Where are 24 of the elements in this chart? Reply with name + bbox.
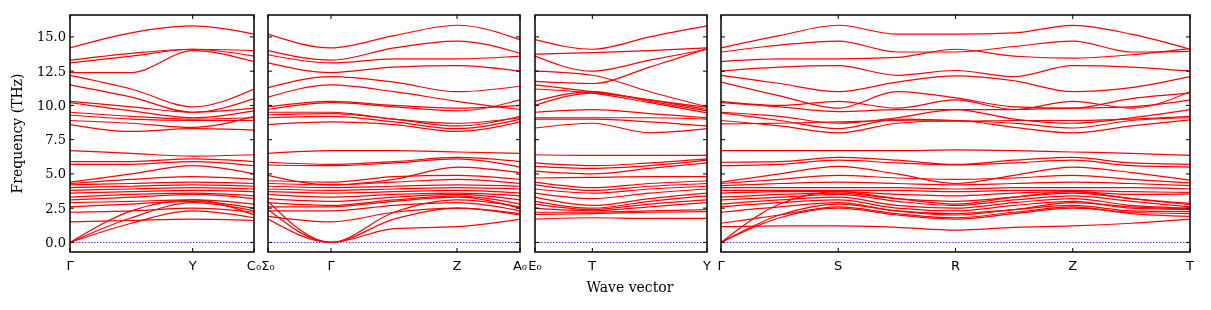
y-tick-label: 0.0: [45, 234, 66, 250]
x-tick-label: T: [587, 258, 597, 273]
x-tick-label: Γ: [717, 258, 726, 273]
y-tick-label: 7.5: [45, 132, 66, 148]
x-axis-title: Wave vector: [586, 279, 674, 295]
x-tick-label: R: [950, 258, 961, 273]
x-tick-label: Γ: [66, 258, 75, 273]
x-tick-label: Σ₀: [261, 258, 275, 273]
y-tick-label: 5.0: [45, 166, 66, 182]
x-tick-label: T: [1185, 258, 1195, 273]
x-tick-label: Z: [1068, 258, 1078, 273]
x-tick-label: Y: [187, 258, 197, 273]
x-tick-label: S: [834, 258, 843, 273]
x-tick-label: Z: [452, 258, 462, 273]
y-tick-label: 2.5: [45, 200, 66, 216]
x-tick-label: Y: [702, 258, 712, 273]
y-axis-title: Frequency (THz): [9, 73, 25, 194]
x-tick-label: Γ: [327, 258, 336, 273]
x-tick-label: E₀: [528, 258, 542, 273]
y-tick-label: 15.0: [37, 29, 66, 45]
x-tick-label: A₀: [512, 258, 528, 273]
y-tick-label: 10.0: [37, 97, 66, 113]
x-tick-label: C₀: [246, 258, 262, 273]
y-tick-label: 12.5: [37, 63, 66, 79]
